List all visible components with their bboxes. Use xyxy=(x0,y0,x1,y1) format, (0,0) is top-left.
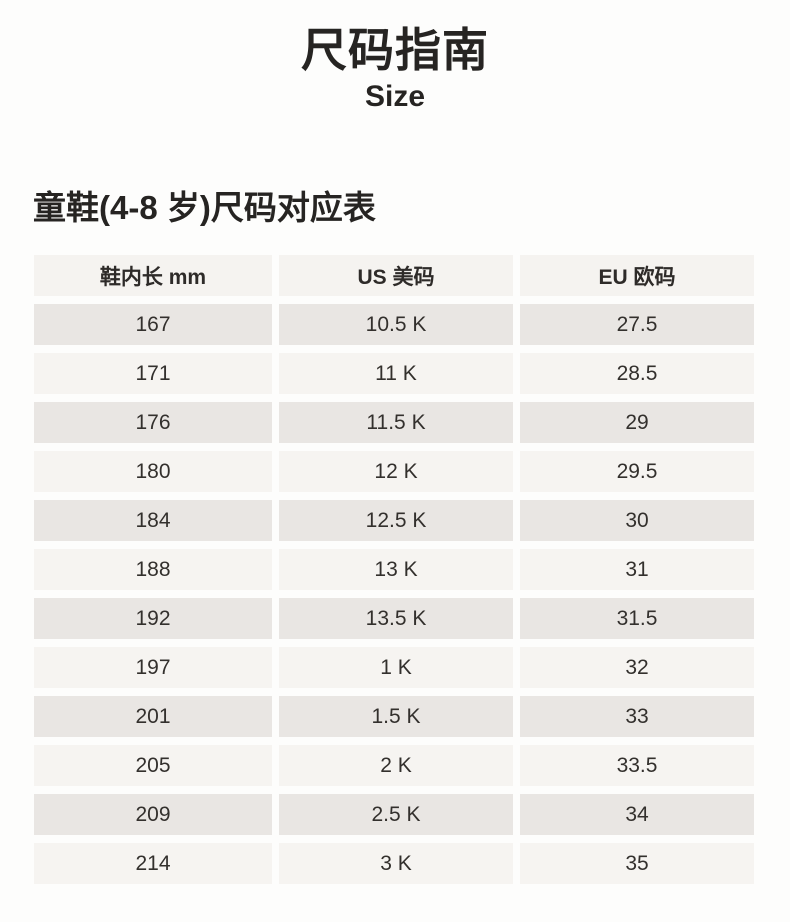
cell-inner-length-mm: 188 xyxy=(34,549,272,590)
cell-inner-length-mm: 209 xyxy=(34,794,272,835)
table-row: 205 2 K 33.5 xyxy=(34,745,754,786)
table-row: 197 1 K 32 xyxy=(34,647,754,688)
cell-us-size: 1 K xyxy=(279,647,513,688)
size-table-header-row: 鞋内长 mm US 美码 EU 欧码 xyxy=(34,255,754,296)
cell-us-size: 13.5 K xyxy=(279,598,513,639)
page-title: 尺码指南 xyxy=(301,24,489,76)
cell-eu-size: 31.5 xyxy=(520,598,754,639)
page-subtitle: Size xyxy=(364,80,426,113)
cell-us-size: 10.5 K xyxy=(279,304,513,345)
column-header: 鞋内长 mm xyxy=(34,255,272,296)
cell-eu-size: 33.5 xyxy=(520,745,754,786)
cell-us-size: 12 K xyxy=(279,451,513,492)
cell-inner-length-mm: 180 xyxy=(34,451,272,492)
cell-us-size: 13 K xyxy=(279,549,513,590)
cell-eu-size: 35 xyxy=(520,843,754,884)
size-table: 鞋内长 mm US 美码 EU 欧码 167 10.5 K 27.5 171 11 … xyxy=(34,255,754,884)
cell-inner-length-mm: 201 xyxy=(34,696,272,737)
cell-inner-length-mm: 176 xyxy=(34,402,272,443)
cell-us-size: 1.5 K xyxy=(279,696,513,737)
cell-us-size: 11.5 K xyxy=(279,402,513,443)
cell-eu-size: 32 xyxy=(520,647,754,688)
cell-eu-size: 27.5 xyxy=(520,304,754,345)
column-header: EU 欧码 xyxy=(520,255,754,296)
cell-inner-length-mm: 192 xyxy=(34,598,272,639)
section-title: 童鞋(4-8 岁)尺码对应表 xyxy=(33,189,376,226)
cell-inner-length-mm: 197 xyxy=(34,647,272,688)
cell-us-size: 2 K xyxy=(279,745,513,786)
table-row: 171 11 K 28.5 xyxy=(34,353,754,394)
table-row: 214 3 K 35 xyxy=(34,843,754,884)
cell-inner-length-mm: 184 xyxy=(34,500,272,541)
cell-us-size: 3 K xyxy=(279,843,513,884)
table-row: 192 13.5 K 31.5 xyxy=(34,598,754,639)
cell-inner-length-mm: 167 xyxy=(34,304,272,345)
cell-inner-length-mm: 205 xyxy=(34,745,272,786)
size-table-body: 167 10.5 K 27.5 171 11 K 28.5 176 11.5 K… xyxy=(34,304,754,884)
cell-us-size: 11 K xyxy=(279,353,513,394)
table-row: 201 1.5 K 33 xyxy=(34,696,754,737)
table-row: 188 13 K 31 xyxy=(34,549,754,590)
cell-eu-size: 33 xyxy=(520,696,754,737)
table-row: 184 12.5 K 30 xyxy=(34,500,754,541)
cell-eu-size: 34 xyxy=(520,794,754,835)
cell-eu-size: 31 xyxy=(520,549,754,590)
cell-eu-size: 30 xyxy=(520,500,754,541)
cell-inner-length-mm: 214 xyxy=(34,843,272,884)
cell-eu-size: 29 xyxy=(520,402,754,443)
cell-us-size: 12.5 K xyxy=(279,500,513,541)
cell-us-size: 2.5 K xyxy=(279,794,513,835)
cell-eu-size: 29.5 xyxy=(520,451,754,492)
column-header: US 美码 xyxy=(279,255,513,296)
cell-eu-size: 28.5 xyxy=(520,353,754,394)
cell-inner-length-mm: 171 xyxy=(34,353,272,394)
table-row: 180 12 K 29.5 xyxy=(34,451,754,492)
table-row: 167 10.5 K 27.5 xyxy=(34,304,754,345)
table-row: 176 11.5 K 29 xyxy=(34,402,754,443)
table-row: 209 2.5 K 34 xyxy=(34,794,754,835)
